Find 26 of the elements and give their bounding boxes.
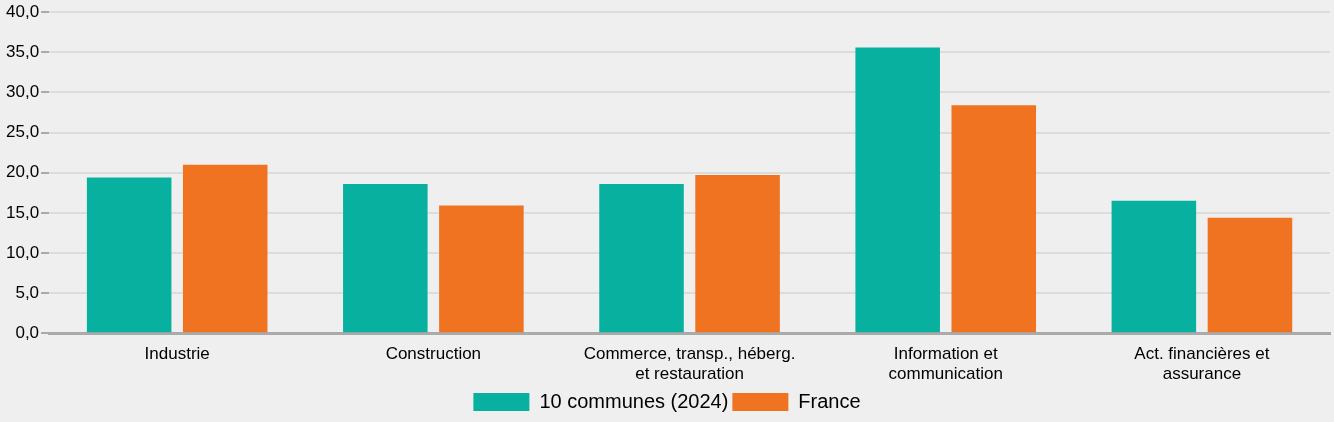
bar	[855, 47, 940, 333]
bar	[1111, 200, 1197, 333]
x-tick-label: Act. financières et assurance	[1134, 344, 1270, 384]
bar	[951, 105, 1037, 333]
x-tick-label: Commerce, transp., héberg. et restauration	[583, 344, 796, 384]
bar	[86, 177, 172, 333]
y-tick-label: 0,0	[15, 322, 40, 342]
bar	[695, 175, 780, 333]
bar	[439, 205, 524, 333]
x-tick-label: Information et communication	[888, 344, 1003, 384]
x-tick-label: Construction	[385, 344, 482, 364]
y-tick-label: 35,0	[5, 42, 40, 62]
y-tick-label: 25,0	[5, 122, 40, 142]
y-tick-label: 5,0	[15, 282, 40, 302]
y-tick-label: 40,0	[5, 1, 40, 21]
bar	[343, 183, 428, 333]
x-tick-label: Industrie	[144, 344, 210, 364]
y-tick-label: 15,0	[5, 202, 40, 222]
y-tick-label: 10,0	[5, 242, 40, 262]
bar	[182, 164, 268, 333]
bar	[1207, 217, 1293, 333]
legend-label: France	[798, 389, 861, 412]
y-tick-label: 30,0	[5, 82, 40, 102]
bar	[599, 183, 684, 333]
legend-label: 10 communes (2024)	[539, 389, 729, 412]
y-tick-label: 20,0	[5, 162, 40, 182]
